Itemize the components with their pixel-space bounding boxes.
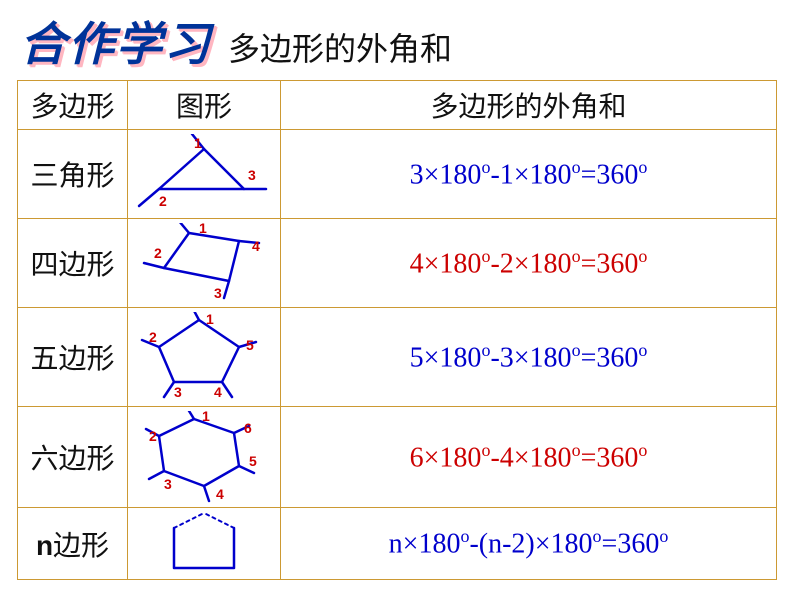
shape-pentagon: 1 2 3 4 5 [128,308,281,407]
shape-hexagon: 1 2 3 4 5 6 [128,407,281,508]
triangle-icon: 1 2 3 [134,134,274,214]
svg-text:6: 6 [244,420,252,436]
row-pentagon: 五边形 1 2 3 4 5 5×180o-3×180o=360o [18,308,777,407]
svg-text:1: 1 [206,312,214,327]
svg-text:5: 5 [249,453,257,469]
name-hexagon: 六边形 [18,407,128,508]
row-ngon: n边形 n×180o-(n-2)×180o=360o [18,508,777,580]
formula-pentagon: 5×180o-3×180o=360o [281,308,777,407]
quad-icon: 1 2 3 4 [134,223,274,303]
svg-text:3: 3 [164,476,172,492]
svg-text:4: 4 [214,384,222,400]
svg-text:2: 2 [149,329,157,345]
header-polygon: 多边形 [18,81,128,130]
formula-hexagon: 6×180o-4×180o=360o [281,407,777,508]
row-quad: 四边形 1 2 3 4 4×180o-2×180o=360o [18,219,777,308]
ngon-icon [139,513,269,575]
svg-text:3: 3 [214,285,222,301]
header: 合作学习 多边形的外角和 [0,0,794,80]
svg-text:4: 4 [216,486,224,502]
svg-text:3: 3 [248,167,256,183]
hexagon-icon: 1 2 3 4 5 6 [134,411,274,503]
formula-ngon: n×180o-(n-2)×180o=360o [281,508,777,580]
polygon-table: 多边形 图形 多边形的外角和 三角形 1 2 3 3×180o-1×180o=360… [17,80,777,580]
row-hexagon: 六边形 1 2 3 4 5 6 6×180o-4×180o=360o [18,407,777,508]
name-pentagon: 五边形 [18,308,128,407]
name-ngon: n边形 [18,508,128,580]
row-triangle: 三角形 1 2 3 3×180o-1×180o=360o [18,130,777,219]
shape-quad: 1 2 3 4 [128,219,281,308]
svg-text:3: 3 [174,384,182,400]
svg-text:2: 2 [154,245,162,261]
name-triangle: 三角形 [18,130,128,219]
svg-text:1: 1 [202,411,210,424]
subtitle: 多边形的外角和 [228,24,452,70]
svg-text:5: 5 [246,337,254,353]
name-quad: 四边形 [18,219,128,308]
header-row: 多边形 图形 多边形的外角和 [18,81,777,130]
svg-text:2: 2 [149,428,157,444]
svg-text:1: 1 [199,223,207,236]
header-formula: 多边形的外角和 [281,81,777,130]
svg-text:2: 2 [159,193,167,209]
header-shape: 图形 [128,81,281,130]
fancy-title: 合作学习 [20,8,212,74]
shape-ngon [128,508,281,580]
formula-quad: 4×180o-2×180o=360o [281,219,777,308]
svg-text:1: 1 [194,135,202,151]
svg-text:4: 4 [252,238,260,254]
pentagon-icon: 1 2 3 4 5 [134,312,274,402]
shape-triangle: 1 2 3 [128,130,281,219]
formula-triangle: 3×180o-1×180o=360o [281,130,777,219]
